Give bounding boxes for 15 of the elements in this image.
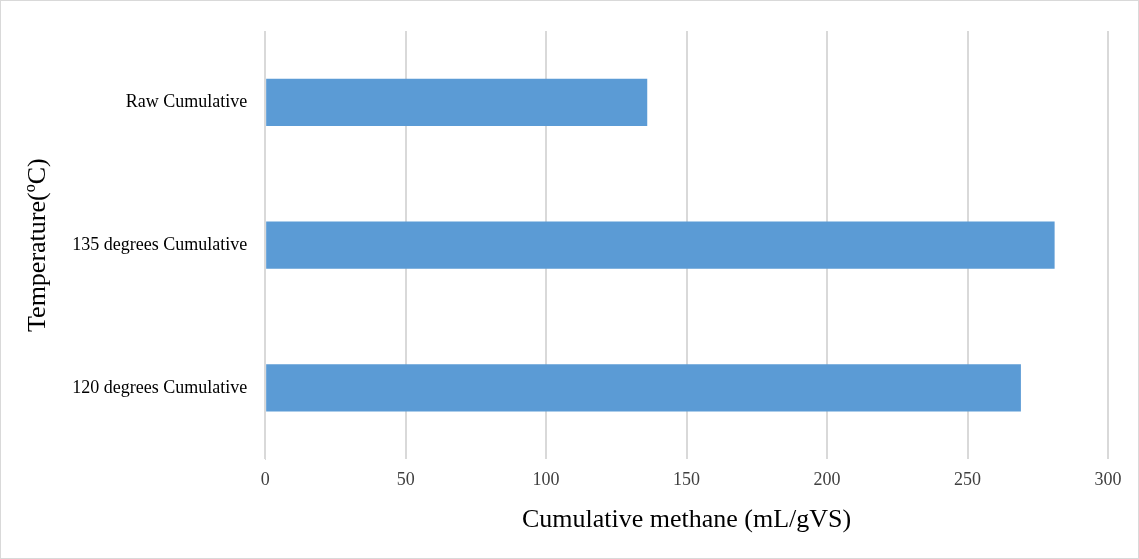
x-tick-label: 50 [396,468,415,489]
bar [266,78,648,126]
bar [266,364,1021,412]
x-tick-label: 250 [954,468,982,489]
bar [266,221,1055,269]
x-tick-label: 150 [673,468,701,489]
y-tick-label: Raw Cumulative [125,91,248,112]
x-tick-label: 0 [260,468,270,489]
x-tick-label: 300 [1094,468,1122,489]
x-tick-label: 100 [532,468,560,489]
x-tick-label: 200 [813,468,841,489]
x-axis-title: Cumulative methane (mL/gVS) [521,504,852,534]
y-tick-label: 135 degrees Cumulative [72,233,248,254]
y-tick-label: 120 degrees Cumulative [72,376,248,397]
y-axis-title: Temperature(ºC) [22,158,52,332]
